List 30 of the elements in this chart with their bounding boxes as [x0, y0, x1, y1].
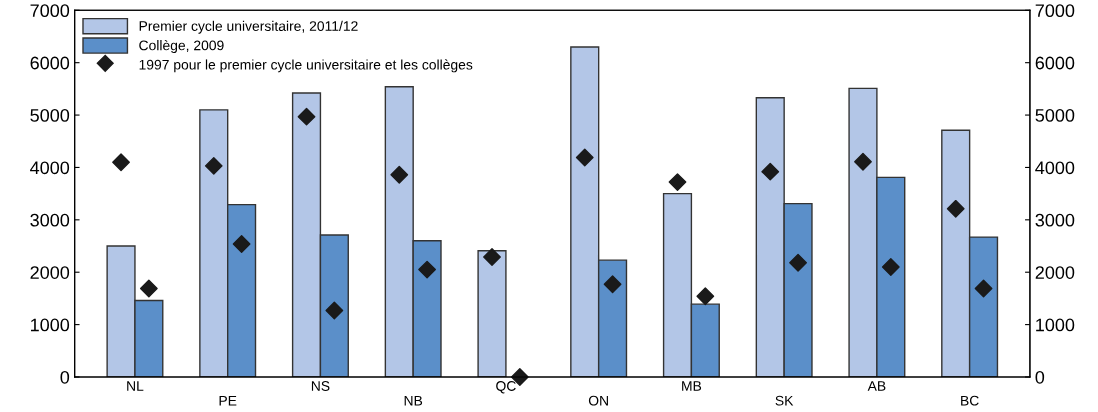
- y-tick-label: 6000: [30, 56, 70, 70]
- y2-tick-label: 1000: [1036, 318, 1075, 332]
- x-tick-label: NB: [404, 395, 423, 406]
- legend-label: 1997 pour le premier cycle universitaire et les collèges: [139, 59, 473, 73]
- y2-tick-label: 0: [1035, 370, 1045, 384]
- y2-tick-label: 5000: [1035, 109, 1075, 122]
- x-tick-label: QC: [496, 381, 516, 394]
- legend-label: Collège, 2009: [139, 39, 224, 54]
- bar: [477, 250, 507, 377]
- y-tick-label: 3000: [30, 213, 70, 227]
- y2-tick-label: 4000: [1035, 161, 1075, 175]
- x-tick-label: SK: [775, 395, 794, 406]
- y2-tick-label: 7000: [1035, 4, 1075, 18]
- x-tick-label: NL: [127, 381, 144, 391]
- y2-tick-label: 3000: [1035, 213, 1075, 227]
- y-tick-label: 0: [60, 370, 70, 384]
- x-tick-label: MB: [682, 381, 702, 391]
- y-tick-label: 4000: [30, 161, 70, 175]
- y2-tick-label: 6000: [1035, 56, 1075, 70]
- y-tick-label: 1000: [31, 318, 70, 332]
- x-tick-label: PE: [219, 395, 237, 406]
- y-tick-label: 5000: [30, 109, 70, 122]
- y-tick-label: 2000: [30, 266, 70, 279]
- y-tick-label: 7000: [30, 4, 70, 18]
- x-tick-label: ON: [588, 395, 608, 406]
- x-tick-label: BC: [961, 395, 979, 406]
- y2-tick-label: 2000: [1035, 266, 1075, 279]
- legend-label: Premier cycle universitaire, 2011/12: [139, 20, 358, 34]
- x-tick-label: NS: [311, 381, 330, 391]
- x-tick-label: AB: [867, 381, 886, 391]
